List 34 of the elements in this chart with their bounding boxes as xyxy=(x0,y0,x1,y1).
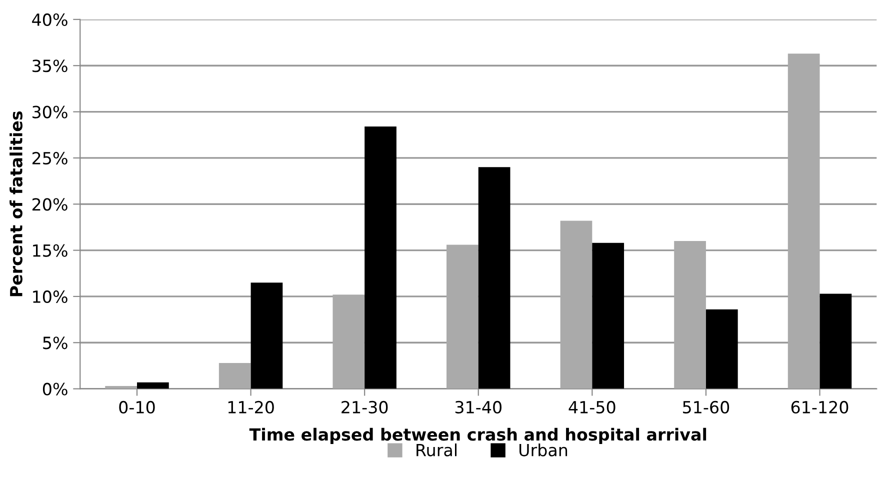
bar xyxy=(820,294,852,389)
x-tick-label: 21-30 xyxy=(342,400,388,414)
y-tick-label: 0% xyxy=(42,382,68,396)
y-tick-label: 10% xyxy=(33,290,68,304)
y-tick-label: 40% xyxy=(32,13,68,26)
bar xyxy=(332,294,365,389)
bar xyxy=(136,382,169,389)
bar xyxy=(478,167,510,389)
bar xyxy=(105,386,137,389)
bar xyxy=(592,242,624,389)
bar xyxy=(674,241,706,389)
bar xyxy=(446,244,478,389)
bar xyxy=(218,362,251,389)
x-tick-label: 51-60 xyxy=(683,400,730,414)
x-tick-label: 61-120 xyxy=(791,400,848,414)
x-tick-label: 0-10 xyxy=(119,400,155,414)
bar xyxy=(788,54,820,389)
x-tick-label: 31-40 xyxy=(455,400,502,414)
legend-label: Urban xyxy=(519,443,568,456)
y-tick-label: 25% xyxy=(32,152,68,165)
x-tick-label: 11-20 xyxy=(228,400,274,414)
y-tick-label: 15% xyxy=(33,244,68,257)
y-axis-title: Percent of fatalities xyxy=(10,111,22,296)
y-tick-label: 30% xyxy=(32,106,68,118)
bar xyxy=(560,220,592,389)
bar xyxy=(364,126,396,389)
x-tick-label: 41-50 xyxy=(568,400,616,414)
x-axis-title: Time elapsed between crash and hospital arrival xyxy=(249,428,706,444)
legend-label: Rural xyxy=(416,443,456,456)
y-tick-label: 20% xyxy=(32,198,68,211)
bar xyxy=(250,282,283,389)
y-tick-label: 35% xyxy=(32,60,68,72)
bar xyxy=(706,309,738,389)
y-tick-label: 5% xyxy=(43,336,68,350)
